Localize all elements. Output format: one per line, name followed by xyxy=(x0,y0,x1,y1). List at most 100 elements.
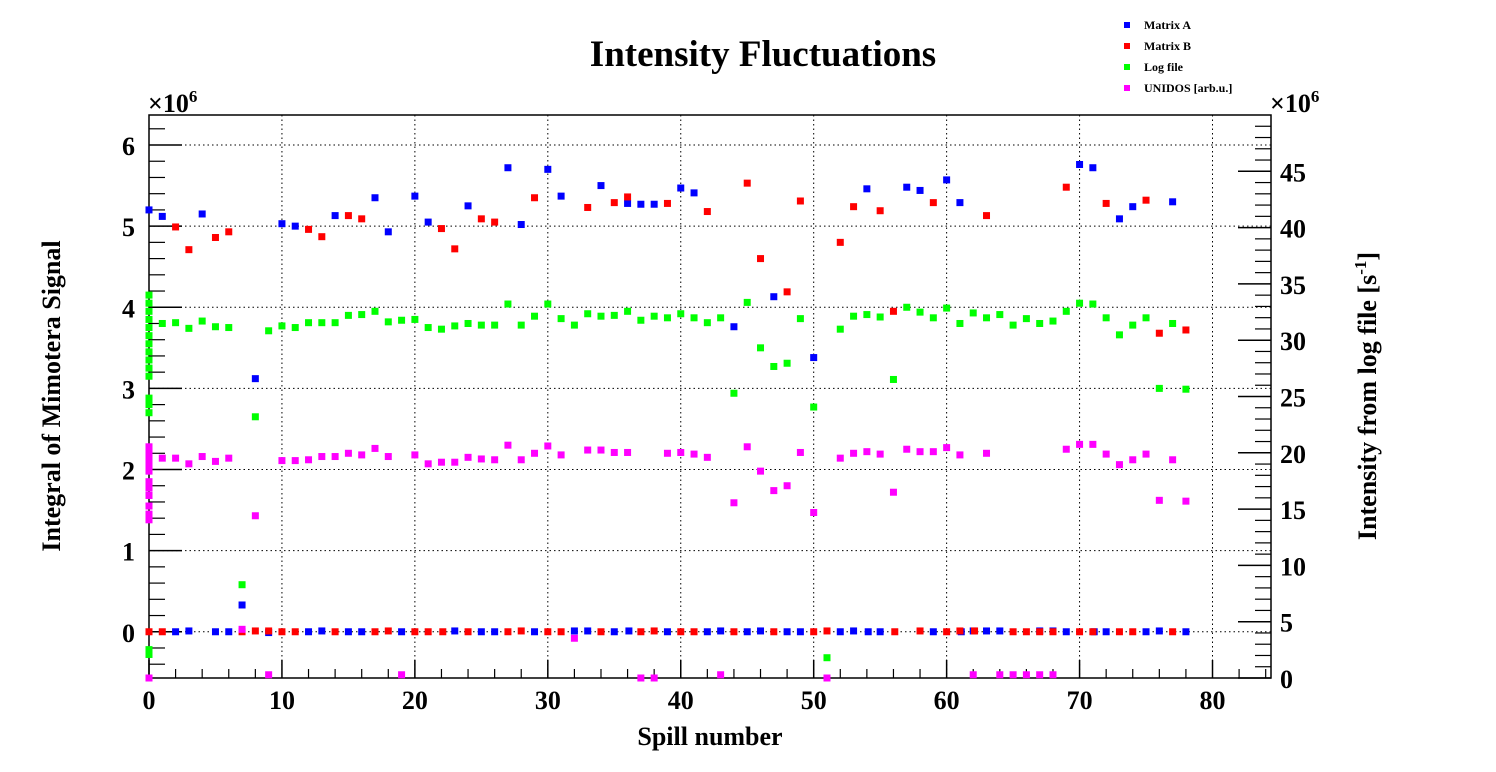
data-point xyxy=(570,627,578,635)
data-point xyxy=(1115,215,1123,223)
y-right-tick-label: 0 xyxy=(1280,665,1293,694)
y-tick-label: 5 xyxy=(122,213,135,242)
data-point xyxy=(929,448,937,456)
data-point xyxy=(145,628,153,636)
data-point xyxy=(903,303,911,311)
data-point xyxy=(238,581,246,589)
data-point xyxy=(637,200,645,208)
data-point xyxy=(903,183,911,191)
data-point xyxy=(544,442,552,450)
data-point xyxy=(491,321,499,329)
data-point xyxy=(876,207,884,215)
data-point xyxy=(451,322,459,330)
data-point xyxy=(783,288,791,296)
data-point xyxy=(145,674,153,682)
data-point xyxy=(663,449,671,457)
data-point xyxy=(996,671,1004,679)
data-point xyxy=(424,218,432,226)
data-point xyxy=(770,362,778,370)
data-point xyxy=(1169,628,1177,636)
data-point xyxy=(251,627,259,635)
data-point xyxy=(198,210,206,218)
data-point xyxy=(1142,196,1150,204)
data-point xyxy=(597,182,605,190)
data-point xyxy=(889,375,897,383)
data-point xyxy=(956,319,964,327)
data-point xyxy=(251,375,259,383)
data-point xyxy=(185,246,193,254)
data-point xyxy=(384,627,392,635)
data-point xyxy=(1076,440,1084,448)
data-point xyxy=(1115,461,1123,469)
data-point xyxy=(757,344,765,352)
data-point xyxy=(1102,314,1110,322)
data-point xyxy=(1076,299,1084,307)
y-multiplier-left-base: ×10 xyxy=(148,89,189,118)
data-point xyxy=(703,453,711,461)
data-point xyxy=(331,212,339,220)
data-point xyxy=(358,628,366,636)
data-point xyxy=(464,628,472,636)
y-tick-label: 6 xyxy=(122,132,135,161)
data-point xyxy=(610,311,618,319)
data-point xyxy=(411,628,419,636)
data-point xyxy=(876,450,884,458)
data-point xyxy=(477,321,485,329)
data-point xyxy=(717,627,725,635)
data-point xyxy=(318,233,326,241)
y-axis-label: Integral of Mimotera Signal xyxy=(37,240,66,551)
data-point xyxy=(969,671,977,679)
data-point xyxy=(677,184,685,192)
data-point xyxy=(916,627,924,635)
data-point xyxy=(677,628,685,636)
data-point xyxy=(1009,321,1017,329)
data-point xyxy=(783,359,791,367)
data-point xyxy=(238,625,246,633)
data-point xyxy=(1142,314,1150,322)
data-point xyxy=(557,628,565,636)
data-point xyxy=(570,321,578,329)
data-point xyxy=(145,456,153,464)
data-point xyxy=(690,628,698,636)
data-point xyxy=(305,456,313,464)
data-point xyxy=(145,394,153,402)
data-point xyxy=(1182,326,1190,334)
data-point xyxy=(637,628,645,636)
data-point xyxy=(531,628,539,636)
data-point xyxy=(517,627,525,635)
data-point xyxy=(730,628,738,636)
data-point xyxy=(318,453,326,461)
data-point xyxy=(1022,628,1030,636)
data-point xyxy=(983,627,991,635)
data-point xyxy=(424,628,432,636)
data-point xyxy=(265,671,273,679)
data-point xyxy=(557,315,565,323)
legend-label: Matrix B xyxy=(1144,39,1191,53)
data-point xyxy=(185,460,193,468)
data-point xyxy=(810,403,818,411)
data-point xyxy=(344,449,352,457)
data-point xyxy=(624,193,632,201)
data-point xyxy=(1142,450,1150,458)
x-tick-label: 20 xyxy=(402,686,428,715)
data-point xyxy=(424,460,432,468)
x-tick-label: 80 xyxy=(1200,686,1226,715)
data-point xyxy=(850,203,858,211)
data-point xyxy=(969,309,977,317)
y-right-tick-label: 5 xyxy=(1280,609,1293,638)
data-point xyxy=(863,185,871,193)
data-point xyxy=(358,215,366,223)
legend-label: UNIDOS [arb.u.] xyxy=(1144,81,1232,95)
data-point xyxy=(730,323,738,331)
data-point xyxy=(823,674,831,682)
data-point xyxy=(1089,300,1097,308)
data-point xyxy=(1102,450,1110,458)
y-right-tick-label: 25 xyxy=(1280,384,1306,413)
data-point xyxy=(291,222,299,230)
y-right-tick-label: 40 xyxy=(1280,215,1306,244)
data-point xyxy=(1076,160,1084,168)
data-point xyxy=(1169,456,1177,464)
y-axis-right-label: Intensity from log file [s-1] xyxy=(1351,252,1382,540)
data-point xyxy=(570,634,578,642)
axis-ticks: 0 10 20 30 40 50 60 70 8001234560510152025303540… xyxy=(122,125,1306,715)
